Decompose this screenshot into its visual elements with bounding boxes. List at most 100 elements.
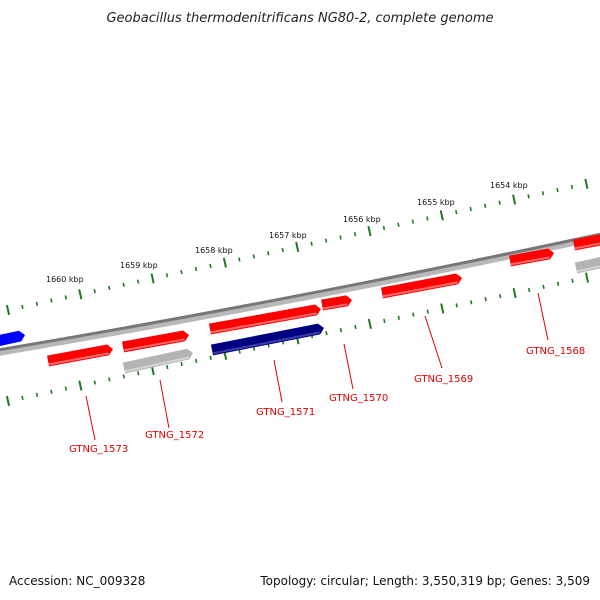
outer-scale-major-tick <box>222 257 227 268</box>
outer-scale-minor-tick <box>397 222 400 227</box>
inner-scale-minor-tick <box>108 377 111 382</box>
outer-scale-minor-tick <box>411 219 415 224</box>
outer-scale-minor-tick <box>194 266 198 272</box>
inner-scale-minor-tick <box>470 300 473 305</box>
inner-scale-major-tick <box>367 318 372 329</box>
outer-scale-minor-tick <box>426 216 429 221</box>
outer-scale-minor-tick <box>324 238 328 243</box>
outer-scale-minor-tick <box>267 251 270 256</box>
inner-scale-minor-tick <box>209 355 212 360</box>
outer-scale-minor-tick <box>498 200 501 205</box>
gene-label-gtng-1570[interactable]: GTNG_1570 <box>329 393 388 404</box>
inner-scale-minor-tick <box>556 281 560 286</box>
outer-scale-minor-tick <box>281 247 284 253</box>
outer-scale-major-tick <box>295 241 300 252</box>
gene-gtng-1569-highlight <box>382 281 458 298</box>
topology-text: Topology: circular; Length: 3,550,319 bp… <box>260 574 590 588</box>
kbp-label-1657: 1657 kbp <box>269 231 307 240</box>
outer-scale-major-tick <box>150 273 155 284</box>
outer-scale-minor-tick <box>556 187 559 193</box>
gene-gtng-1571-forward-highlight <box>210 312 317 334</box>
inner-scale-ticks <box>5 272 590 407</box>
inner-scale-major-tick <box>512 287 517 299</box>
inner-scale-minor-tick <box>238 349 241 354</box>
inner-scale-minor-tick <box>166 364 169 370</box>
kbp-label-1654: 1654 kbp <box>490 181 528 190</box>
inner-scale-minor-tick <box>93 380 97 385</box>
inner-scale-minor-tick <box>455 303 458 308</box>
outer-scale-minor-tick <box>238 257 241 262</box>
inner-scale-minor-tick <box>527 287 531 293</box>
outer-scale-minor-tick <box>310 241 313 246</box>
outer-scale-minor-tick <box>469 206 472 212</box>
gene-gtng-1573-leader-line <box>85 395 96 441</box>
outer-scale-minor-tick <box>541 191 545 196</box>
outer-scale-minor-tick <box>21 304 24 309</box>
inner-scale-minor-tick <box>339 327 343 333</box>
outer-scale-minor-tick <box>527 194 530 199</box>
inner-scale-minor-tick <box>64 386 68 391</box>
kbp-label-1655: 1655 kbp <box>417 198 455 207</box>
gene-right-edge-forward-highlight <box>574 242 600 250</box>
inner-scale-minor-tick <box>354 324 357 330</box>
gene-label-gtng-1573[interactable]: GTNG_1573 <box>69 444 128 455</box>
gene-label-gtng-1568[interactable]: GTNG_1568 <box>526 346 585 357</box>
outer-scale-minor-tick <box>252 254 256 259</box>
gene-left-edge-blue-highlight <box>0 338 22 346</box>
outer-scale-minor-tick <box>382 225 386 231</box>
gene-label-gtng-1569[interactable]: GTNG_1569 <box>414 374 473 385</box>
kbp-label-1658: 1658 kbp <box>195 246 233 255</box>
gene-gtng-1571-forward-leader-line <box>273 359 283 403</box>
gene-right-edge-forward[interactable] <box>573 234 600 251</box>
outer-scale-major-tick <box>439 210 444 221</box>
gene-gtng-1568-highlight <box>510 256 550 266</box>
outer-scale-major-tick <box>584 178 589 189</box>
gene-label-gtng-1571[interactable]: GTNG_1571 <box>256 407 315 418</box>
inner-scale-minor-tick <box>35 392 39 397</box>
accession-text: Accession: NC_009328 <box>9 574 146 588</box>
page-title: Geobacillus thermodenitrificans NG80-2, … <box>106 11 494 26</box>
gene-right-edge-rna-highlight <box>576 265 600 273</box>
kbp-label-1659: 1659 kbp <box>120 261 158 270</box>
inner-scale-major-tick <box>584 272 590 283</box>
outer-scale-minor-tick <box>353 232 357 237</box>
gene-gtng-1568-leader-line <box>537 292 549 341</box>
gene-gtng-1572-forward-highlight <box>123 338 185 352</box>
gene-label-gtng-1572[interactable]: GTNG_1572 <box>145 430 204 441</box>
inner-scale-major-tick <box>5 395 11 407</box>
outer-scale-minor-tick <box>108 285 111 291</box>
outer-scale-minor-tick <box>483 203 487 208</box>
outer-scale-minor-tick <box>35 301 39 306</box>
inner-scale-minor-tick <box>412 312 415 317</box>
outer-scale-major-tick <box>512 194 517 205</box>
gene-right-edge-rna[interactable] <box>574 256 600 274</box>
outer-scale-ticks <box>5 178 589 316</box>
inner-scale-major-tick <box>440 303 445 314</box>
gene-gtng-1570-highlight <box>322 303 348 310</box>
outer-scale-major-tick <box>5 304 11 316</box>
gene-label-leaders <box>85 292 549 441</box>
outer-scale-minor-tick <box>570 184 574 190</box>
inner-scale-minor-tick <box>571 278 574 283</box>
inner-scale-minor-tick <box>383 318 386 323</box>
outer-scale-minor-tick <box>122 282 125 287</box>
outer-scale-minor-tick <box>64 295 68 300</box>
inner-scale-minor-tick <box>21 395 24 401</box>
kbp-label-group: 1654 kbp 1655 kbp 1656 kbp 1657 kbp 1658… <box>46 181 528 284</box>
inner-scale-minor-tick <box>122 374 126 379</box>
inner-scale-minor-tick <box>50 389 53 394</box>
gene-gtng-1569-leader-line <box>424 315 443 369</box>
inner-scale-minor-tick <box>325 331 328 336</box>
gene-gtng-1572-rna-highlight <box>124 356 190 373</box>
inner-scale-minor-tick <box>180 361 183 367</box>
outer-scale-minor-tick <box>209 263 212 268</box>
inner-scale-minor-tick <box>542 284 545 290</box>
gene-features <box>0 234 600 374</box>
gene-label-group: GTNG_1568 GTNG_1569 GTNG_1570 GTNG_1571 … <box>69 346 585 455</box>
outer-scale-minor-tick <box>136 279 140 284</box>
inner-scale-minor-tick <box>498 294 502 299</box>
outer-scale-minor-tick <box>50 298 53 303</box>
inner-scale-minor-tick <box>397 315 401 320</box>
